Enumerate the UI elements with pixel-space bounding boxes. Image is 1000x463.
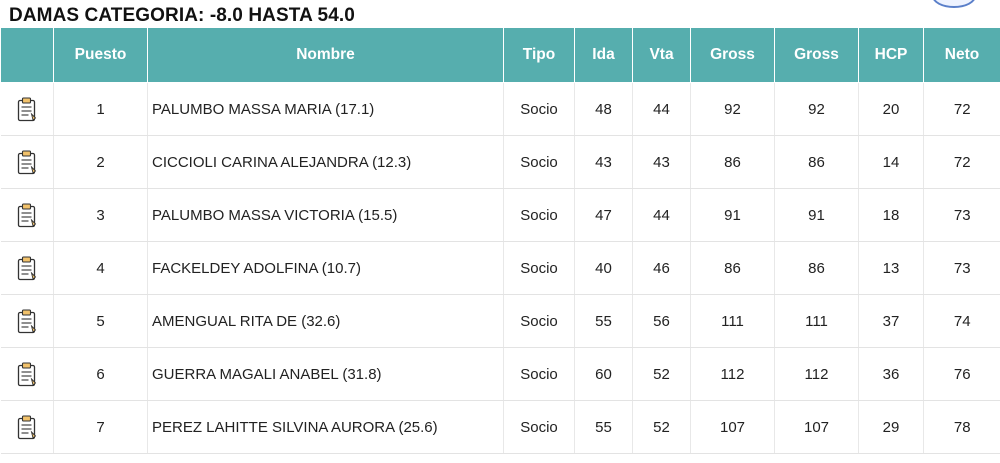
- col-header-vta: Vta: [632, 27, 691, 83]
- gross-cell-2: 111: [774, 294, 859, 348]
- scorecard-icon[interactable]: [1, 202, 54, 228]
- player-name-cell: AMENGUAL RITA DE (32.6): [147, 294, 504, 348]
- ida-score-cell: 43: [574, 135, 633, 189]
- table-row: 5 AMENGUAL RITA DE (32.6) Socio 55 56 111 111 3…: [0, 294, 1000, 348]
- hcp-cell: 18: [858, 188, 924, 242]
- player-name-cell: PALUMBO MASSA MARIA (17.1): [147, 82, 504, 136]
- player-name-cell: PALUMBO MASSA VICTORIA (15.5): [147, 188, 504, 242]
- hcp-cell: 36: [858, 347, 924, 401]
- scorecard-icon[interactable]: [1, 149, 54, 175]
- gross-cell: 112: [690, 347, 775, 401]
- gross-cell-2: 92: [774, 82, 859, 136]
- vta-score-cell: 56: [632, 294, 691, 348]
- table-row: 7 PEREZ LAHITTE SILVINA AURORA (25.6) Soci…: [0, 400, 1000, 454]
- position-cell: 3: [53, 188, 148, 242]
- scorecard-icon[interactable]: [1, 361, 54, 387]
- scorecard-icon[interactable]: [1, 96, 54, 122]
- table-row: 1 PALUMBO MASSA MARIA (17.1) Socio 48 44 92 92…: [0, 82, 1000, 136]
- table-body: 1 PALUMBO MASSA MARIA (17.1) Socio 48 44 92 92…: [0, 82, 1000, 454]
- hcp-cell: 37: [858, 294, 924, 348]
- table-header-row: Puesto Nombre Tipo Ida Vta Gross Gross H…: [0, 27, 1000, 83]
- vta-score-cell: 52: [632, 347, 691, 401]
- vta-score-cell: 44: [632, 82, 691, 136]
- col-header-tipo: Tipo: [503, 27, 575, 83]
- scorecard-cell[interactable]: [0, 82, 54, 136]
- category-title: DAMAS CATEGORIA: -8.0 HASTA 54.0: [9, 5, 355, 26]
- col-header-neto: Neto: [923, 27, 1000, 83]
- vta-score-cell: 46: [632, 241, 691, 295]
- neto-cell: 72: [923, 135, 1000, 189]
- neto-cell: 76: [923, 347, 1000, 401]
- gross-cell-2: 86: [774, 135, 859, 189]
- gross-cell-2: 86: [774, 241, 859, 295]
- player-name-cell: GUERRA MAGALI ANABEL (31.8): [147, 347, 504, 401]
- table-row: 3 PALUMBO MASSA VICTORIA (15.5) Socio 47 44 9…: [0, 188, 1000, 242]
- position-cell: 4: [53, 241, 148, 295]
- position-cell: 6: [53, 347, 148, 401]
- col-header-hcp: HCP: [858, 27, 924, 83]
- neto-cell: 74: [923, 294, 1000, 348]
- gross-cell: 86: [690, 241, 775, 295]
- position-cell: 1: [53, 82, 148, 136]
- scorecard-cell[interactable]: [0, 241, 54, 295]
- vta-score-cell: 52: [632, 400, 691, 454]
- position-cell: 7: [53, 400, 148, 454]
- player-name-cell: FACKELDEY ADOLFINA (10.7): [147, 241, 504, 295]
- hcp-cell: 14: [858, 135, 924, 189]
- ida-score-cell: 47: [574, 188, 633, 242]
- gross-cell: 91: [690, 188, 775, 242]
- type-cell: Socio: [503, 400, 575, 454]
- scorecard-cell[interactable]: [0, 400, 54, 454]
- gross-cell-2: 107: [774, 400, 859, 454]
- scorecard-icon[interactable]: [1, 308, 54, 334]
- position-cell: 2: [53, 135, 148, 189]
- ida-score-cell: 40: [574, 241, 633, 295]
- ida-score-cell: 55: [574, 294, 633, 348]
- type-cell: Socio: [503, 82, 575, 136]
- gross-cell: 107: [690, 400, 775, 454]
- ida-score-cell: 60: [574, 347, 633, 401]
- neto-cell: 72: [923, 82, 1000, 136]
- col-header-puesto: Puesto: [53, 27, 148, 83]
- scorecard-cell[interactable]: [0, 135, 54, 189]
- gross-cell-2: 112: [774, 347, 859, 401]
- col-header-nombre: Nombre: [147, 27, 504, 83]
- vta-score-cell: 43: [632, 135, 691, 189]
- ida-score-cell: 48: [574, 82, 633, 136]
- vta-score-cell: 44: [632, 188, 691, 242]
- hcp-cell: 29: [858, 400, 924, 454]
- type-cell: Socio: [503, 188, 575, 242]
- scorecard-cell[interactable]: [0, 188, 54, 242]
- ida-score-cell: 55: [574, 400, 633, 454]
- type-cell: Socio: [503, 241, 575, 295]
- corner-badge: [932, 0, 976, 8]
- player-name-cell: CICCIOLI CARINA ALEJANDRA (12.3): [147, 135, 504, 189]
- type-cell: Socio: [503, 294, 575, 348]
- scorecard-icon[interactable]: [1, 414, 54, 440]
- gross-cell: 92: [690, 82, 775, 136]
- player-name-cell: PEREZ LAHITTE SILVINA AURORA (25.6): [147, 400, 504, 454]
- type-cell: Socio: [503, 347, 575, 401]
- hcp-cell: 13: [858, 241, 924, 295]
- results-table: Puesto Nombre Tipo Ida Vta Gross Gross H…: [0, 27, 1000, 454]
- type-cell: Socio: [503, 135, 575, 189]
- gross-cell: 111: [690, 294, 775, 348]
- scorecard-cell[interactable]: [0, 294, 54, 348]
- gross-cell: 86: [690, 135, 775, 189]
- col-header-icon: [0, 27, 54, 83]
- neto-cell: 73: [923, 188, 1000, 242]
- position-cell: 5: [53, 294, 148, 348]
- table-row: 6 GUERRA MAGALI ANABEL (31.8) Socio 60 52 112…: [0, 347, 1000, 401]
- gross-cell-2: 91: [774, 188, 859, 242]
- col-header-gross-2: Gross: [774, 27, 859, 83]
- col-header-ida: Ida: [574, 27, 633, 83]
- neto-cell: 78: [923, 400, 1000, 454]
- scorecard-cell[interactable]: [0, 347, 54, 401]
- table-row: 4 FACKELDEY ADOLFINA (10.7) Socio 40 46 86 86 1…: [0, 241, 1000, 295]
- table-row: 2 CICCIOLI CARINA ALEJANDRA (12.3) Socio 43…: [0, 135, 1000, 189]
- col-header-gross: Gross: [690, 27, 775, 83]
- neto-cell: 73: [923, 241, 1000, 295]
- scorecard-icon[interactable]: [1, 255, 54, 281]
- hcp-cell: 20: [858, 82, 924, 136]
